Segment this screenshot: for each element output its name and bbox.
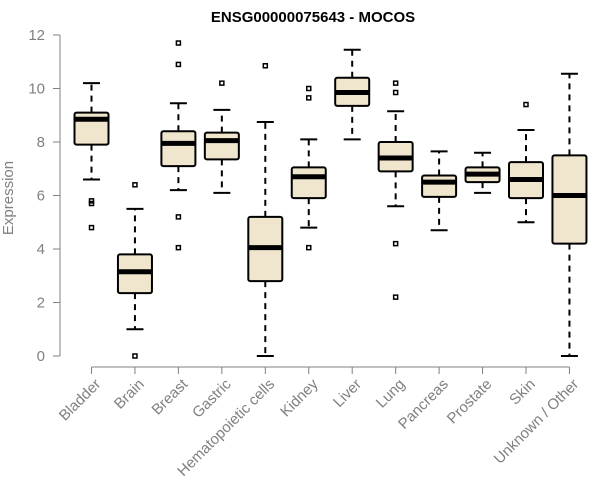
outlier-point — [392, 240, 399, 247]
outlier-point — [175, 61, 182, 68]
iqr-box — [203, 131, 240, 161]
box-group-11 — [551, 72, 588, 357]
iqr-box — [551, 154, 588, 245]
box-group-2 — [160, 40, 197, 251]
outlier-point — [306, 85, 312, 92]
x-tick-label-1: Brain — [111, 376, 148, 413]
x-tick-label-6: Liver — [330, 376, 365, 411]
box-group-1 — [116, 182, 153, 359]
box-group-5 — [290, 85, 327, 251]
outlier-point — [262, 63, 269, 69]
outlier-point — [392, 89, 399, 96]
y-tick-label-0: 0 — [37, 348, 45, 365]
y-tick-label-1: 2 — [37, 295, 45, 312]
box-group-9 — [464, 151, 501, 194]
outlier-point — [132, 182, 138, 188]
iqr-box — [290, 166, 327, 200]
y-axis-label: Expression — [0, 161, 17, 235]
outlier-point — [306, 244, 312, 251]
outlier-point — [306, 95, 312, 101]
outlier-point — [175, 214, 182, 220]
x-tick-label-10: Skin — [506, 376, 539, 409]
x-tick-label-9: Prostate — [444, 376, 496, 428]
box-group-4 — [247, 63, 284, 357]
outlier-point — [219, 80, 225, 86]
box-group-6 — [334, 48, 371, 141]
chart-title: ENSG00000075643 - MOCOS — [211, 9, 415, 26]
outlier-point — [132, 353, 138, 359]
axes: 0 2 4 6 8 10 12 — [28, 27, 570, 374]
outlier-point — [88, 200, 95, 207]
x-tick-label-0: Bladder — [56, 376, 105, 425]
x-tick-label-7: Lung — [373, 376, 409, 412]
y-tick-label-2: 4 — [37, 241, 45, 258]
x-tick-label-2: Breast — [149, 375, 192, 418]
iqr-box — [421, 174, 458, 198]
box-group-8 — [421, 150, 458, 232]
box-group-7 — [377, 80, 414, 300]
outlier-point — [392, 80, 399, 86]
outlier-point — [175, 244, 182, 251]
y-tick-label-4: 8 — [37, 134, 45, 151]
outlier-point — [88, 224, 95, 231]
outlier-point — [392, 294, 399, 300]
y-tick-label-3: 6 — [37, 188, 45, 205]
box-group-10 — [508, 101, 544, 224]
box-group-3 — [203, 80, 240, 194]
y-tick-label-5: 10 — [28, 81, 45, 98]
y-tick-label-6: 12 — [28, 27, 45, 44]
outlier-point — [523, 101, 529, 108]
outlier-point — [175, 40, 182, 46]
iqr-box — [160, 130, 197, 168]
box-group-0 — [73, 82, 110, 231]
x-tick-label-5: Kidney — [277, 375, 322, 420]
boxes — [73, 40, 588, 359]
